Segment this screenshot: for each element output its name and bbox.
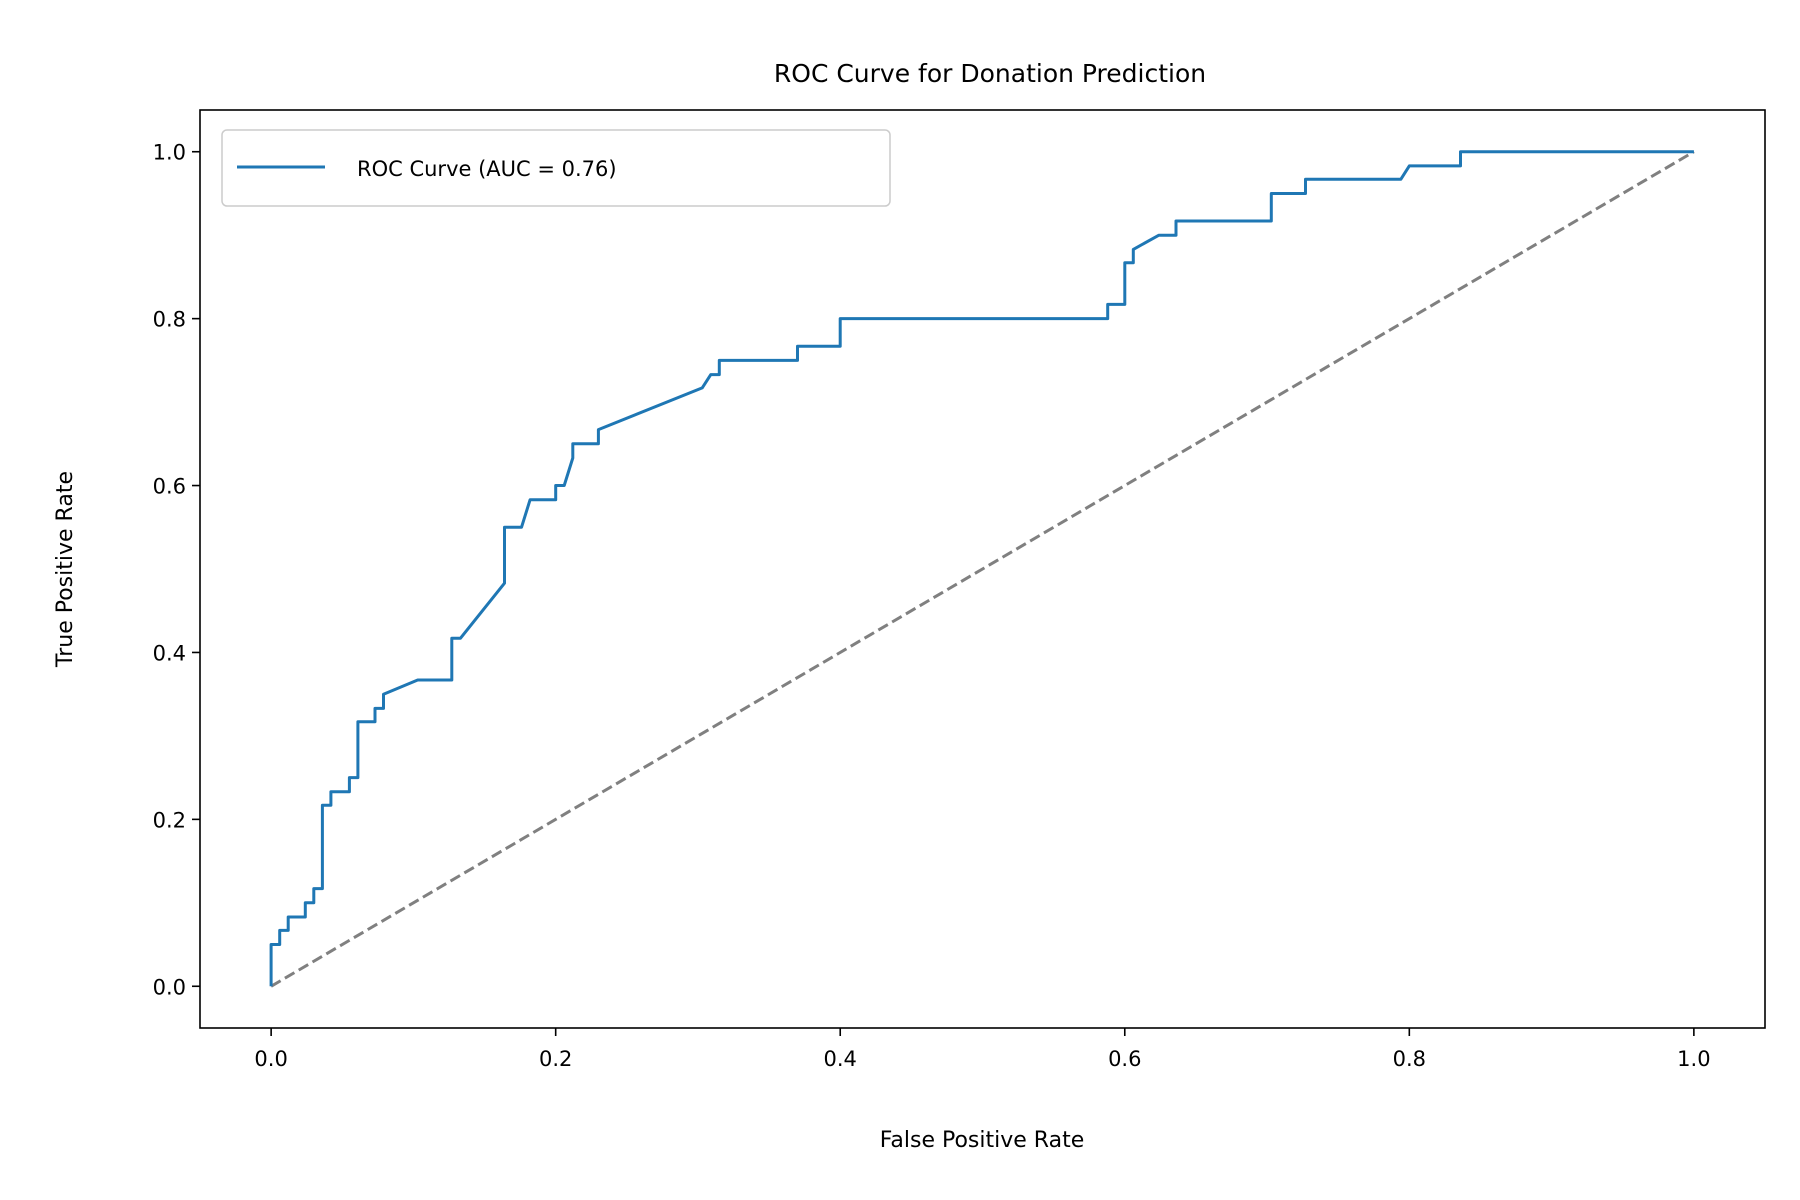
x-axis-label: False Positive Rate (880, 1128, 1084, 1153)
x-tick-label: 0.8 (1393, 1047, 1426, 1071)
y-tick-label: 0.2 (153, 808, 186, 832)
y-tick-label: 1.0 (153, 141, 186, 165)
chance-diagonal-line (270, 150, 1695, 988)
y-tick-label: 0.0 (153, 975, 186, 999)
x-tick-label: 0.0 (254, 1047, 287, 1071)
legend-label: ROC Curve (AUC = 0.76) (357, 157, 617, 181)
y-tick-label: 0.4 (153, 641, 186, 665)
y-tick-label: 0.8 (153, 308, 186, 332)
legend: ROC Curve (AUC = 0.76) (221, 129, 891, 207)
x-axis-ticks: 0.0 0.2 0.4 0.6 0.8 1.0 (254, 1028, 1711, 1071)
y-axis-ticks: 0.0 0.2 0.4 0.6 0.8 1.0 (153, 141, 200, 999)
y-tick-label: 0.6 (153, 475, 186, 499)
plot-area (269, 150, 1695, 988)
plot-frame (199, 109, 1766, 1029)
x-tick-label: 0.2 (539, 1047, 572, 1071)
x-tick-label: 0.4 (824, 1047, 857, 1071)
legend-box (221, 129, 891, 207)
x-tick-label: 0.6 (1108, 1047, 1141, 1071)
y-axis-label: True Positive Rate (53, 471, 78, 668)
x-tick-label: 1.0 (1677, 1047, 1710, 1071)
roc-curve-line (269, 150, 1694, 987)
chart-title: ROC Curve for Donation Prediction (774, 59, 1206, 88)
